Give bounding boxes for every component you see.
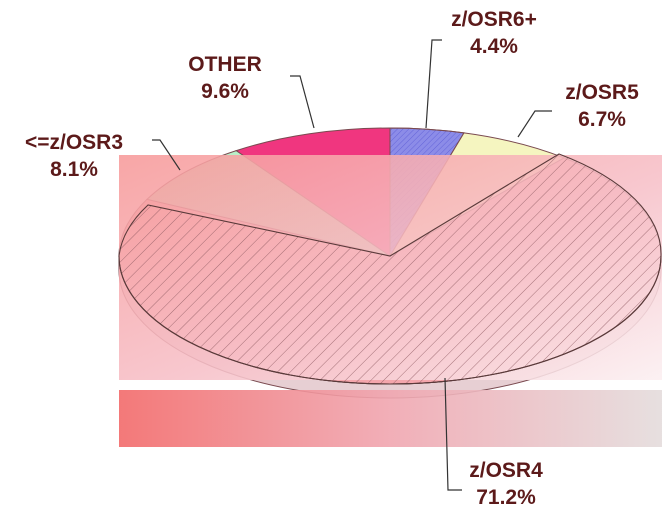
label-other-value: 9.6% xyxy=(201,80,249,103)
z-osr4-outline xyxy=(118,153,662,385)
leader-line-other xyxy=(290,75,315,129)
label-z-osr4-name: z/OSR4 xyxy=(469,459,543,482)
label-z-osr3-name: <=z/OSR3 xyxy=(24,131,124,154)
label-z-osr5-name: z/OSR5 xyxy=(565,81,639,104)
label-z-osr6-name: z/OSR6+ xyxy=(451,8,537,31)
leader-line-z-osr3 xyxy=(152,139,181,171)
leader-line-z-osr4 xyxy=(444,377,462,491)
label-z-osr6: z/OSR6+ 4.4% xyxy=(440,6,548,60)
overlay-panel-bottom xyxy=(119,390,662,447)
leader-lines xyxy=(152,39,552,491)
label-z-osr5: z/OSR5 6.7% xyxy=(548,79,656,133)
label-z-osr3: <=z/OSR3 8.1% xyxy=(0,129,148,183)
label-z-osr3-value: 8.1% xyxy=(50,158,98,181)
label-other: OTHER 9.6% xyxy=(160,51,290,105)
label-z-osr6-value: 4.4% xyxy=(470,35,518,58)
label-z-osr5-value: 6.7% xyxy=(578,108,626,131)
label-z-osr4-value: 71.2% xyxy=(476,486,536,509)
label-other-name: OTHER xyxy=(188,53,262,76)
label-z-osr4: z/OSR4 71.2% xyxy=(450,457,562,511)
leader-line-z-osr5 xyxy=(517,110,552,138)
leader-line-z-osr6 xyxy=(425,39,442,129)
